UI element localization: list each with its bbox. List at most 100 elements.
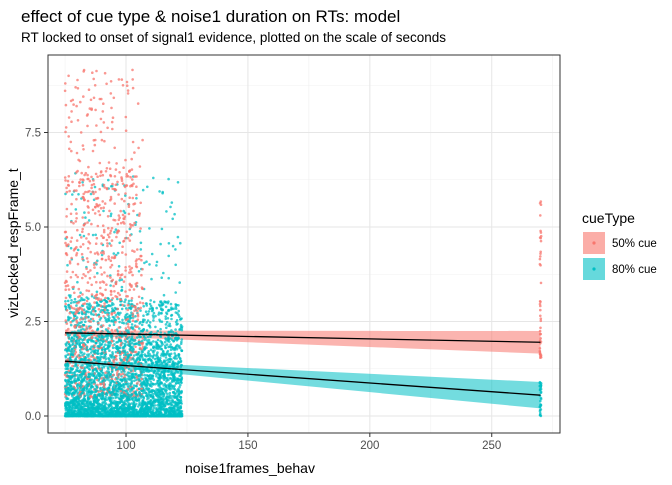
point-50-cue xyxy=(70,276,73,279)
point-50-cue xyxy=(70,240,73,243)
point-80-cue xyxy=(76,404,79,407)
point-50-cue xyxy=(69,262,72,265)
point-50-cue xyxy=(81,325,84,328)
point-50-cue xyxy=(75,198,78,201)
point-80-cue xyxy=(67,415,70,418)
point-80-cue xyxy=(66,353,69,356)
point-80-cue xyxy=(98,394,101,397)
point-50-cue xyxy=(127,175,130,178)
point-80-cue xyxy=(173,364,176,367)
point-50-cue xyxy=(112,279,115,282)
point-80-cue xyxy=(79,414,82,417)
point-50-cue xyxy=(110,175,113,178)
point-50-cue xyxy=(129,234,132,237)
point-80-cue xyxy=(159,328,162,331)
point-80-cue xyxy=(77,193,80,196)
point-50-cue xyxy=(93,139,96,142)
point-50-cue xyxy=(94,206,97,209)
point-50-cue xyxy=(74,247,77,250)
point-50-cue xyxy=(134,345,137,348)
point-80-cue xyxy=(121,319,124,322)
point-50-cue xyxy=(76,229,79,232)
point-80-cue xyxy=(143,348,146,351)
point-80-cue xyxy=(143,368,146,371)
point-80-cue xyxy=(86,339,89,342)
point-50-cue xyxy=(117,270,120,273)
point-50-cue xyxy=(102,224,105,227)
point-50-cue xyxy=(122,84,125,87)
point-80-cue xyxy=(76,336,79,339)
point-50-cue xyxy=(118,214,121,217)
point-50-cue xyxy=(116,370,119,373)
point-50-cue xyxy=(132,87,135,90)
chart-subtitle: RT locked to onset of signal1 evidence, … xyxy=(21,30,446,45)
point-50-cue xyxy=(133,250,136,253)
point-50-cue xyxy=(76,321,79,324)
point-80-cue xyxy=(170,329,173,332)
point-50-cue xyxy=(86,125,89,128)
point-50-cue xyxy=(89,251,92,254)
point-80-cue xyxy=(134,392,137,395)
point-80-cue xyxy=(139,359,142,362)
point-80-cue xyxy=(117,387,120,390)
point-80-cue xyxy=(94,234,97,237)
point-50-cue xyxy=(111,264,114,267)
point-50-cue xyxy=(119,373,122,376)
point-50-cue xyxy=(87,211,90,214)
point-80-cue xyxy=(101,343,104,346)
point-80-cue xyxy=(150,385,153,388)
point-50-cue xyxy=(124,266,127,269)
point-80-cue xyxy=(130,299,133,302)
point-80-cue xyxy=(139,344,142,347)
point-50-cue xyxy=(114,175,117,178)
point-80-cue xyxy=(166,321,169,324)
point-80-cue xyxy=(106,301,109,304)
point-80-cue xyxy=(155,357,158,360)
point-50-cue xyxy=(79,318,82,321)
point-50-cue xyxy=(116,316,119,319)
point-80-cue xyxy=(145,355,148,358)
point-50-cue xyxy=(81,216,84,219)
point-50-cue xyxy=(78,185,81,188)
point-80-cue xyxy=(126,407,129,410)
point-80-cue xyxy=(141,340,144,343)
point-80-cue xyxy=(138,379,141,382)
point-80-cue xyxy=(158,347,161,350)
point-50-cue xyxy=(140,255,143,258)
point-80-cue xyxy=(168,399,171,402)
point-80-cue xyxy=(166,351,169,354)
point-50-cue xyxy=(106,127,109,130)
point-80-cue xyxy=(90,381,93,384)
point-50-cue xyxy=(68,190,71,193)
point-50-cue xyxy=(85,237,88,240)
point-50-cue xyxy=(97,391,100,394)
point-80-cue xyxy=(103,366,106,369)
point-50-cue xyxy=(101,200,104,203)
point-80-cue xyxy=(148,357,151,360)
point-50-cue xyxy=(87,233,90,236)
point-50-cue xyxy=(114,321,117,324)
point-50-cue xyxy=(132,315,135,318)
point-80-cue xyxy=(140,383,143,386)
point-80-cue xyxy=(122,350,125,353)
point-80-cue xyxy=(66,402,69,405)
point-80-cue xyxy=(113,407,116,410)
point-80-cue xyxy=(120,395,123,398)
point-80-cue xyxy=(96,291,99,294)
point-50-cue xyxy=(92,347,95,350)
point-80-cue xyxy=(160,405,163,408)
point-50-cue xyxy=(98,308,101,311)
point-80-cue xyxy=(162,375,165,378)
point-50-cue xyxy=(141,287,144,290)
point-80-cue xyxy=(112,397,115,400)
point-80-cue xyxy=(150,278,153,281)
point-50-cue xyxy=(106,188,109,191)
point-80-cue xyxy=(79,351,82,354)
point-80-cue xyxy=(95,342,98,345)
point-80-cue xyxy=(134,339,137,342)
point-50-cue xyxy=(71,365,74,368)
point-50-cue xyxy=(100,98,103,101)
point-50-cue xyxy=(106,313,109,316)
point-80-cue xyxy=(126,410,129,413)
point-80-cue xyxy=(117,401,120,404)
